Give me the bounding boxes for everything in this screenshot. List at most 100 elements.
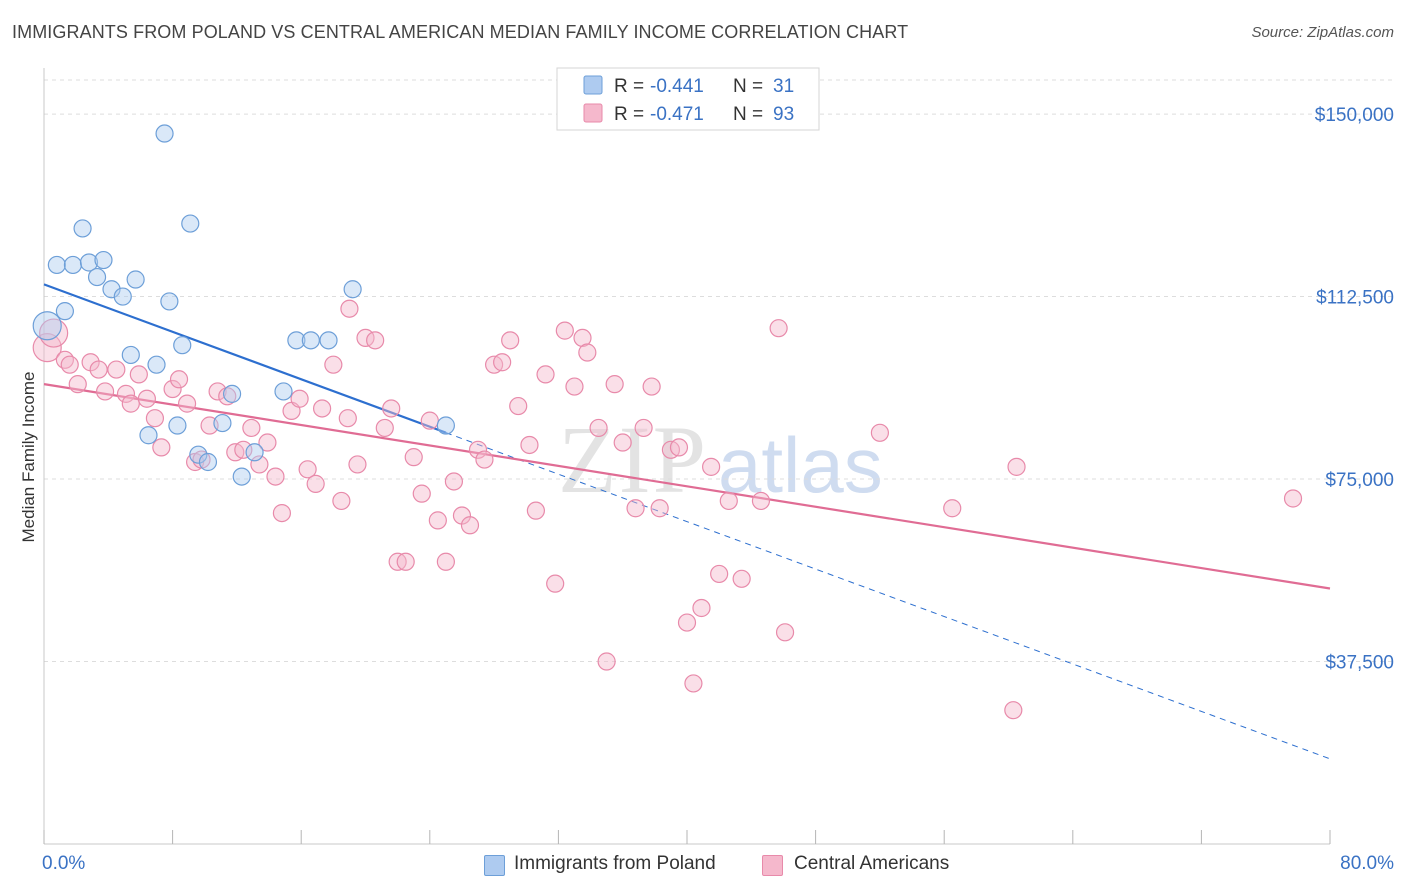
point-central-americans-28 xyxy=(266,467,285,486)
point-poland-25 xyxy=(274,382,293,401)
point-central-americans-46 xyxy=(404,448,423,467)
point-central-americans-25 xyxy=(242,418,261,438)
point-central-americans-31 xyxy=(290,389,309,408)
stats-r-value-1: -0.471 xyxy=(650,104,704,125)
tick-labels: $37,500 $75,000 $112,500 $150,000 0.0% 80.0% M… xyxy=(19,105,1394,874)
trend-lines xyxy=(43,283,1331,760)
point-central-americans-80 xyxy=(692,598,711,618)
legend-swatch-central-americans xyxy=(762,855,783,876)
point-central-americans-69 xyxy=(597,652,616,671)
point-central-americans-42 xyxy=(375,418,394,438)
point-poland-16 xyxy=(168,416,187,435)
point-central-americans-10 xyxy=(121,394,140,413)
data-points xyxy=(32,124,1303,720)
point-poland-26 xyxy=(287,331,306,350)
point-poland-8 xyxy=(102,280,121,299)
point-central-americans-78 xyxy=(677,613,697,632)
point-poland-27 xyxy=(301,331,320,350)
point-central-americans-71 xyxy=(613,433,632,452)
point-central-americans-41 xyxy=(366,331,385,350)
point-central-americans-68 xyxy=(589,418,608,438)
point-central-americans-77 xyxy=(669,438,689,457)
x-tick-label-0: 0.0% xyxy=(42,853,85,874)
point-central-americans-72 xyxy=(626,499,645,518)
point-central-americans-70 xyxy=(605,375,624,394)
legend-label-poland: Immigrants from Poland xyxy=(514,853,716,874)
point-central-americans-15 xyxy=(163,379,182,399)
point-poland-5 xyxy=(79,253,99,272)
point-central-americans-87 xyxy=(775,623,795,642)
y-tick-label-3: $150,000 xyxy=(1315,105,1394,126)
stats-n-value-0: 31 xyxy=(773,76,794,97)
stats-n-label-1: N = xyxy=(733,104,763,125)
y-tick-label-2: $112,500 xyxy=(1316,288,1394,309)
point-central-americans-32 xyxy=(298,460,317,479)
point-central-americans-38 xyxy=(340,299,359,318)
point-central-americans-14 xyxy=(152,438,171,457)
point-central-americans-7 xyxy=(95,382,115,401)
point-central-americans-61 xyxy=(526,501,545,520)
point-central-americans-8 xyxy=(107,360,126,379)
chart-title: IMMIGRANTS FROM POLAND VS CENTRAL AMERIC… xyxy=(12,22,909,42)
point-central-americans-22 xyxy=(218,387,237,406)
point-central-americans-55 xyxy=(475,450,494,469)
point-central-americans-24 xyxy=(234,440,253,459)
point-central-americans-62 xyxy=(536,365,555,384)
point-poland-7 xyxy=(94,250,113,270)
point-central-americans-81 xyxy=(702,457,721,476)
axes xyxy=(43,68,1331,845)
point-poland-21 xyxy=(213,413,232,433)
point-central-americans-67 xyxy=(578,343,597,362)
point-central-americans-17 xyxy=(177,394,197,413)
point-poland-24 xyxy=(245,443,264,462)
y-axis-label: Median Family Income xyxy=(19,371,38,542)
point-central-americans-58 xyxy=(501,331,520,350)
point-central-americans-45 xyxy=(396,552,415,571)
trend-line-poland-dashed xyxy=(445,432,1331,760)
point-central-americans-53 xyxy=(460,516,480,535)
source-label: Source: ZipAtlas.com xyxy=(1251,24,1394,41)
point-poland-11 xyxy=(121,345,140,365)
point-central-americans-84 xyxy=(732,569,751,588)
stats-n-label-0: N = xyxy=(733,76,763,97)
point-central-americans-90 xyxy=(1004,701,1023,720)
point-central-americans-29 xyxy=(272,503,292,523)
point-central-americans-0 xyxy=(32,333,62,363)
point-central-americans-57 xyxy=(493,353,512,372)
point-central-americans-51 xyxy=(444,472,464,491)
point-poland-0 xyxy=(32,311,62,341)
point-central-americans-11 xyxy=(129,365,148,384)
trend-line-poland xyxy=(43,283,447,434)
point-central-americans-65 xyxy=(565,377,584,396)
point-poland-10 xyxy=(126,270,145,289)
point-central-americans-74 xyxy=(642,377,661,396)
point-poland-13 xyxy=(147,355,166,374)
point-poland-1 xyxy=(47,255,66,275)
point-central-americans-59 xyxy=(509,396,528,416)
stats-r-value-0: -0.441 xyxy=(650,76,704,97)
point-central-americans-50 xyxy=(436,552,455,571)
point-poland-29 xyxy=(343,280,362,299)
point-central-americans-13 xyxy=(145,409,165,428)
point-central-americans-16 xyxy=(169,370,189,389)
point-central-americans-49 xyxy=(428,511,447,530)
point-poland-4 xyxy=(73,219,92,238)
stats-r-label-0: R = xyxy=(614,76,644,97)
point-central-americans-86 xyxy=(769,319,788,338)
point-central-americans-89 xyxy=(943,499,962,518)
point-central-americans-47 xyxy=(412,484,431,503)
point-poland-17 xyxy=(173,336,192,355)
point-central-americans-64 xyxy=(555,321,574,340)
point-central-americans-88 xyxy=(870,423,890,442)
point-central-americans-79 xyxy=(684,674,703,693)
point-poland-30 xyxy=(436,416,455,435)
point-poland-23 xyxy=(232,467,251,486)
point-poland-9 xyxy=(113,287,132,306)
point-central-americans-92 xyxy=(1283,489,1303,508)
point-central-americans-36 xyxy=(332,491,351,511)
legend-swatch-poland xyxy=(484,855,505,876)
stats-legend: R = -0.441 N = 31 R = -0.471 N = 93 xyxy=(556,67,820,131)
y-tick-label-0: $37,500 xyxy=(1325,653,1394,674)
point-central-americans-4 xyxy=(68,375,87,394)
point-central-americans-73 xyxy=(634,418,653,438)
